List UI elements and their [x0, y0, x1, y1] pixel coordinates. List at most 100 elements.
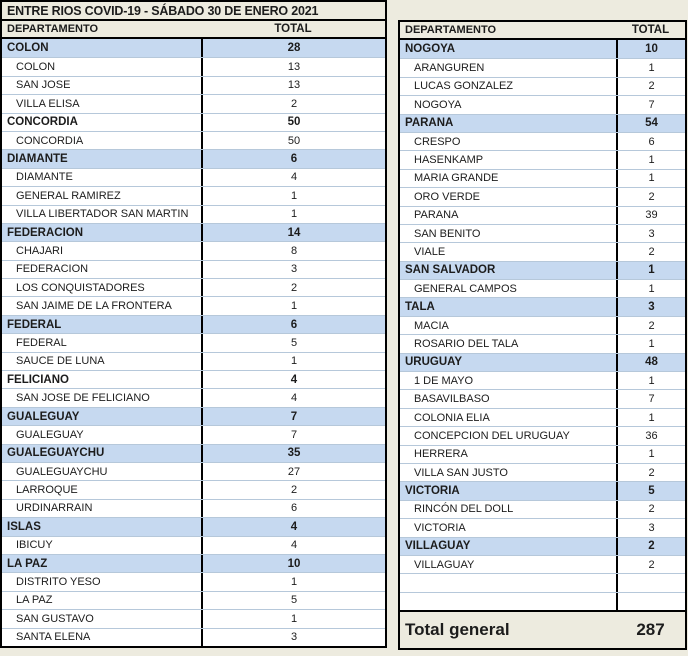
- total-general-label: Total general: [405, 620, 510, 640]
- table-row-locality: ROSARIO DEL TALA 1: [400, 334, 685, 353]
- total-cell: 4: [201, 371, 385, 389]
- table-row-department: URUGUAY 48: [400, 352, 685, 372]
- total-cell: 5: [616, 482, 685, 500]
- department-cell: LA PAZ: [16, 594, 53, 607]
- department-cell: VILLA SAN JUSTO: [414, 466, 508, 479]
- table-row-locality: VILLA LIBERTADOR SAN MARTIN 1: [2, 204, 385, 223]
- table-row-locality: VILLAGUAY 2: [400, 554, 685, 574]
- department-cell: IBICUY: [16, 539, 53, 552]
- table-row-locality: SAN JOSE DE FELICIANO 4: [2, 388, 385, 407]
- table-row-locality: NOGOYA 7: [400, 95, 685, 114]
- department-cell: ORO VERDE: [414, 190, 481, 203]
- table-row-department: GUALEGUAY 7: [2, 406, 385, 426]
- department-cell: HERRERA: [414, 448, 468, 461]
- table-row-locality: VICTORIA 3: [400, 518, 685, 537]
- table-row-locality: LOS CONQUISTADORES 2: [2, 278, 385, 297]
- table-row-locality: GENERAL RAMIREZ 1: [2, 186, 385, 205]
- department-cell: URDINARRAIN: [16, 502, 93, 515]
- department-cell: GUALEGUAY: [16, 428, 84, 441]
- department-cell: ISLAS: [7, 520, 41, 533]
- total-cell: 1: [201, 610, 385, 628]
- right-table: DEPARTAMENTO TOTAL NOGOYA 10 ARANGUREN 1 LUC…: [398, 20, 687, 651]
- total-cell: 1: [616, 280, 685, 298]
- department-cell: 1 DE MAYO: [414, 374, 474, 387]
- department-cell: SAN BENITO: [414, 227, 481, 240]
- table-row-locality: BASAVILBASO 7: [400, 389, 685, 408]
- department-cell: SAN JOSE: [16, 79, 71, 92]
- total-cell: 50: [201, 131, 385, 150]
- table-row-locality: VIALE 2: [400, 242, 685, 261]
- department-cell: COLON: [16, 61, 56, 74]
- total-cell: [616, 574, 685, 592]
- table-row-department: FEDERAL 6: [2, 314, 385, 334]
- total-cell: 1: [616, 59, 685, 77]
- table-row-locality: PARANA 39: [400, 205, 685, 224]
- department-cell: NOGOYA: [405, 43, 456, 56]
- department-cell: RINCÓN DEL DOLL: [414, 503, 514, 516]
- department-cell: MACIA: [414, 319, 449, 332]
- department-cell: DISTRITO YESO: [16, 576, 101, 589]
- total-cell: 2: [616, 537, 685, 555]
- total-cell: 2: [616, 500, 685, 519]
- table-row-locality: ORO VERDE 2: [400, 187, 685, 206]
- department-cell: VILLAGUAY: [414, 558, 475, 571]
- total-cell: 1: [201, 573, 385, 591]
- department-cell: VILLA ELISA: [16, 97, 80, 110]
- page-title: ENTRE RIOS COVID-19 - SÁBADO 30 DE ENERO…: [2, 2, 385, 21]
- total-cell: 1: [201, 187, 385, 205]
- department-cell: ARANGUREN: [414, 62, 485, 75]
- table-row-locality: SAN JOSE 13: [2, 75, 385, 95]
- table-row-department: PARANA 54: [400, 113, 685, 132]
- department-cell: VIALE: [414, 245, 446, 258]
- total-cell: 2: [616, 555, 685, 574]
- right-table-body: NOGOYA 10 ARANGUREN 1 LUCAS GONZALEZ 2 NOGOYA 7…: [400, 40, 685, 611]
- table-row-locality: GENERAL CAMPOS 1: [400, 279, 685, 298]
- total-cell: [616, 592, 685, 611]
- department-cell: GUALEGUAY: [7, 410, 80, 423]
- total-cell: 36: [616, 427, 685, 445]
- table-row-locality: MARIA GRANDE 1: [400, 168, 685, 188]
- total-cell: 14: [201, 223, 385, 242]
- total-general-value: 287: [636, 620, 665, 640]
- department-cell: COLONIA ELIA: [414, 411, 490, 424]
- table-row-locality: HERRERA 1: [400, 444, 685, 463]
- table-row-locality: MACIA 2: [400, 315, 685, 335]
- department-cell: VICTORIA: [414, 521, 466, 534]
- total-cell: 8: [201, 242, 385, 260]
- table-row-department: FELICIANO 4: [2, 370, 385, 389]
- total-cell: 1: [616, 335, 685, 353]
- total-cell: 7: [616, 96, 685, 114]
- department-cell: SANTA ELENA: [16, 631, 91, 644]
- total-cell: 39: [616, 206, 685, 224]
- total-cell: 35: [201, 444, 385, 462]
- department-cell: TALA: [405, 301, 435, 314]
- table-row-locality: SAN GUSTAVO 1: [2, 609, 385, 628]
- department-cell: SAN JAIME DE LA FRONTERA: [16, 300, 172, 313]
- table-row-department: DIAMANTE 6: [2, 149, 385, 168]
- department-cell: FEDERAL: [16, 336, 67, 349]
- department-cell: ROSARIO DEL TALA: [414, 337, 519, 350]
- department-cell: DIAMANTE: [16, 171, 73, 184]
- total-cell: 3: [616, 224, 685, 243]
- department-cell: GENERAL CAMPOS: [414, 282, 517, 295]
- total-cell: 2: [201, 279, 385, 297]
- total-cell: 13: [201, 76, 385, 95]
- table-row-department: VICTORIA 5: [400, 481, 685, 500]
- total-cell: 6: [201, 315, 385, 334]
- department-cell: SAN GUSTAVO: [16, 612, 94, 625]
- table-row-locality: IBICUY 4: [2, 535, 385, 554]
- department-cell: HASENKAMP: [414, 154, 484, 167]
- total-cell: 48: [616, 353, 685, 372]
- total-cell: 4: [201, 389, 385, 407]
- total-cell: 10: [201, 554, 385, 573]
- total-cell: 4: [201, 536, 385, 554]
- total-cell: 1: [201, 205, 385, 223]
- table-row-department: VILLAGUAY 2: [400, 536, 685, 555]
- total-cell: 2: [201, 95, 385, 113]
- department-cell: SAN JOSE DE FELICIANO: [16, 392, 150, 405]
- department-cell: BASAVILBASO: [414, 393, 490, 406]
- table-row-department: CONCORDIA 50: [2, 112, 385, 131]
- table-row-locality: CRESPO 6: [400, 131, 685, 151]
- department-cell: LUCAS GONZALEZ: [414, 80, 514, 93]
